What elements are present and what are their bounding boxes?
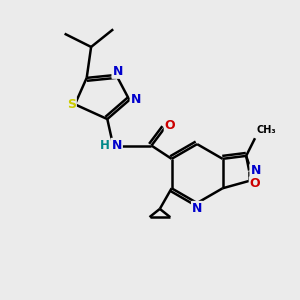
Text: N: N [112,139,122,152]
Text: S: S [67,98,76,111]
Text: N: N [192,202,202,215]
Text: H: H [99,139,109,152]
Text: N: N [112,65,123,78]
Text: CH₃: CH₃ [256,125,276,135]
Text: N: N [250,164,261,177]
Text: O: O [250,177,260,190]
Text: N: N [131,93,141,106]
Text: O: O [165,119,175,132]
